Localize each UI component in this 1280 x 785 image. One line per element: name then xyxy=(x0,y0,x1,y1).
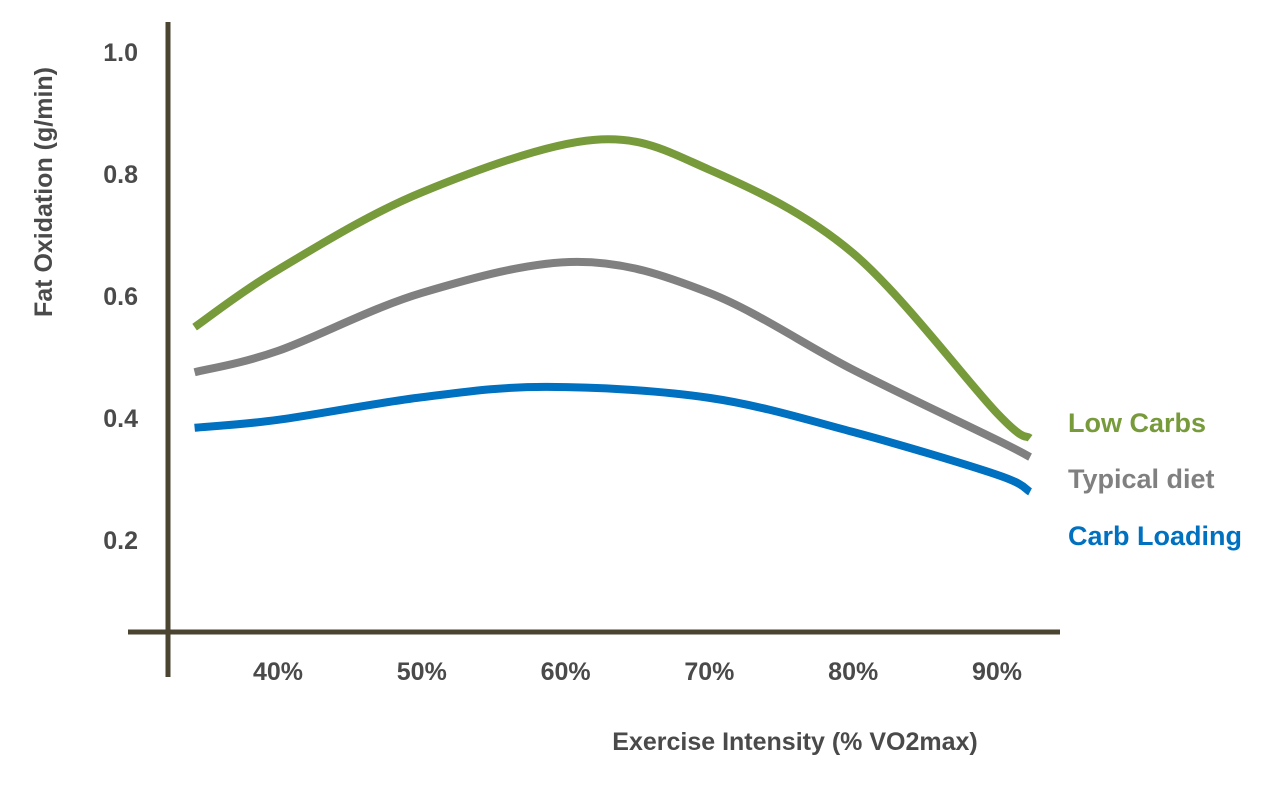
legend-label-low-carbs: Low Carbs xyxy=(1068,408,1206,438)
x-tick-label: 80% xyxy=(828,658,878,686)
y-tick-labels: 0.2 0.4 0.6 0.8 1.0 xyxy=(103,39,138,555)
x-tick-label: 50% xyxy=(397,658,447,686)
y-tick-label: 1.0 xyxy=(103,39,138,67)
legend-label-carb-loading: Carb Loading xyxy=(1068,521,1242,551)
x-tick-label: 70% xyxy=(684,658,734,686)
series-line-low-carbs xyxy=(192,135,1033,442)
legend-label-typical-diet: Typical diet xyxy=(1068,464,1215,494)
y-tick-label: 0.4 xyxy=(103,405,138,433)
y-axis-title: Fat Oxidation (g/min) xyxy=(30,67,58,317)
series-line-carb-loading xyxy=(194,382,1033,496)
y-tick-label: 0.8 xyxy=(103,161,138,189)
y-tick-label: 0.6 xyxy=(103,283,138,311)
x-tick-label: 90% xyxy=(972,658,1022,686)
x-tick-label: 40% xyxy=(253,658,303,686)
y-tick-label: 0.2 xyxy=(103,527,138,555)
x-axis-title: Exercise Intensity (% VO2max) xyxy=(612,728,977,756)
series-lines xyxy=(192,135,1033,496)
series-line-typical-diet xyxy=(193,257,1032,461)
x-tick-labels: 40% 50% 60% 70% 80% 90% xyxy=(253,658,1022,686)
legend: Low Carbs Typical diet Carb Loading xyxy=(1068,408,1242,551)
x-tick-label: 60% xyxy=(541,658,591,686)
